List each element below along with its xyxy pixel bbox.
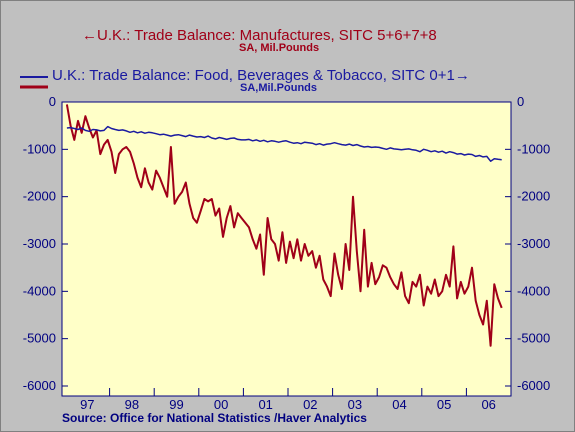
source-note: Source: Office for National Statistics /…	[62, 411, 367, 425]
x-tick-label: 97	[80, 397, 94, 412]
series-1-title: ←U.K.: Trade Balance: Manufactures, SITC…	[82, 27, 437, 44]
y-tick-label-right: 0	[517, 94, 524, 109]
y-tick-label-right: -6000	[517, 378, 550, 393]
x-tick-label: 99	[169, 397, 183, 412]
series-line-2	[66, 125, 502, 162]
x-tick-label: 01	[258, 397, 272, 412]
series-line-1	[65, 104, 503, 347]
series-2-title: U.K.: Trade Balance: Food, Beverages & T…	[52, 67, 470, 84]
series-2-subtitle: SA,Mil.Pounds	[240, 82, 317, 94]
y-tick-label-left: 0	[49, 94, 56, 109]
y-tick-label-right: -2000	[517, 189, 550, 204]
x-tick-label: 04	[392, 397, 406, 412]
series-1-subtitle: SA, Mil.Pounds	[239, 42, 320, 54]
y-tick-label-left: -4000	[23, 283, 56, 298]
x-tick-label: 03	[348, 397, 362, 412]
y-tick-label-right: -4000	[517, 283, 550, 298]
y-tick-label-left: -6000	[23, 378, 56, 393]
y-tick-label-left: -5000	[23, 331, 56, 346]
x-tick-label: 00	[214, 397, 228, 412]
x-tick-label: 98	[125, 397, 139, 412]
x-tick-label: 05	[437, 397, 451, 412]
x-tick-label: 02	[303, 397, 317, 412]
y-tick-label-left: -2000	[23, 189, 56, 204]
y-tick-label-left: -3000	[23, 236, 56, 251]
y-tick-label-left: -1000	[23, 141, 56, 156]
y-tick-label-right: -5000	[517, 331, 550, 346]
plot-background	[61, 101, 512, 397]
x-tick-label: 06	[481, 397, 495, 412]
y-tick-label-right: -3000	[517, 236, 550, 251]
y-tick-label-right: -1000	[517, 141, 550, 156]
